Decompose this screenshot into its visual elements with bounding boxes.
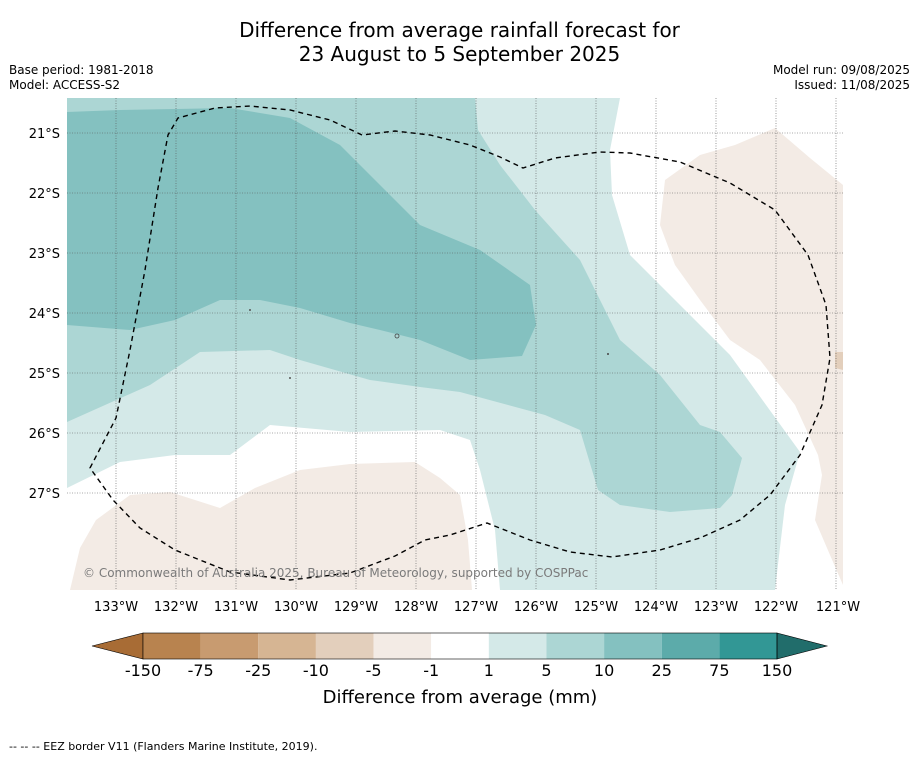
- lon-label: 132°W: [154, 600, 198, 615]
- lat-label: 24°S: [29, 307, 60, 322]
- chart-title: Difference from average rainfall forecas…: [0, 18, 919, 66]
- eez-legend-note: -- -- -- EEZ border V11 (Flanders Marine…: [9, 740, 318, 753]
- colorbar-segment: [200, 633, 259, 659]
- eez-border: [89, 105, 831, 581]
- lat-label: 25°S: [29, 367, 60, 382]
- lon-label: 124°W: [634, 600, 678, 615]
- colorbar-segment: [431, 633, 489, 659]
- colorbar-tick-label: -25: [245, 661, 271, 680]
- lat-label: 21°S: [29, 127, 60, 142]
- colorbar-segment: [143, 633, 201, 659]
- title-line-2: 23 August to 5 September 2025: [298, 42, 621, 66]
- colorbar-tick-label: -75: [188, 661, 214, 680]
- lat-label: 23°S: [29, 247, 60, 262]
- grid: [67, 98, 843, 590]
- lat-label: 26°S: [29, 427, 60, 442]
- issued-date: Issued: 11/08/2025: [794, 78, 910, 92]
- colorbar-extend-high: [776, 632, 829, 660]
- colorbar-tick-label: 1: [484, 661, 494, 680]
- colorbar-segment: [315, 633, 374, 659]
- speck-2: [289, 377, 291, 379]
- speck-4: [607, 353, 609, 355]
- colorbar-tick-label: -150: [125, 661, 161, 680]
- lon-label: 125°W: [574, 600, 618, 615]
- lon-label: 127°W: [454, 600, 498, 615]
- colorbar-title: Difference from average (mm): [323, 687, 598, 708]
- colorbar-tick-label: -5: [366, 661, 382, 680]
- lon-label: 129°W: [334, 600, 378, 615]
- lon-label: 130°W: [274, 600, 318, 615]
- colorbar-tick-label: 5: [541, 661, 551, 680]
- colorbar-segment: [488, 633, 547, 659]
- latitude-axis: 21°S 22°S 23°S 24°S 25°S 26°S 27°S: [29, 127, 60, 502]
- contour-neg-5-1mm-east: [660, 128, 843, 585]
- colorbar-tick-label: -1: [423, 661, 439, 680]
- longitude-axis: 133°W 132°W 131°W 130°W 129°W 128°W 127°…: [94, 600, 860, 615]
- lon-label: 121°W: [816, 600, 860, 615]
- contour-neg-10-5mm-east: [835, 352, 843, 370]
- lon-label: 131°W: [214, 600, 258, 615]
- model-name: Model: ACCESS-S2: [9, 78, 121, 92]
- lon-label: 126°W: [514, 600, 558, 615]
- lon-label: 133°W: [94, 600, 138, 615]
- colorbar-outline: [142, 632, 778, 660]
- copyright-notice: © Commonwealth of Australia 2025, Bureau…: [83, 566, 588, 580]
- colorbar-segment: [546, 633, 605, 659]
- colorbar-tick-label: -10: [303, 661, 329, 680]
- base-period: Base period: 1981-2018: [9, 63, 154, 77]
- speck-3: [394, 333, 400, 339]
- lon-label: 122°W: [754, 600, 798, 615]
- colorbar: -150 -75 -25 -10 -5 -1 1 5 10 25 75 150: [91, 632, 829, 680]
- colorbar-tick-label: 10: [594, 661, 614, 680]
- colorbar-segment: [373, 633, 432, 659]
- meta-right: Model run: 09/08/2025 Issued: 11/08/2025: [773, 63, 910, 93]
- colorbar-segment: [661, 633, 720, 659]
- colorbar-tick-label: 150: [762, 661, 793, 680]
- colorbar-segment: [604, 633, 662, 659]
- map-area: © Commonwealth of Australia 2025, Bureau…: [67, 98, 843, 590]
- meta-left: Base period: 1981-2018 Model: ACCESS-S2: [9, 63, 154, 93]
- contour-neg-5-1mm-southwest: [70, 462, 472, 590]
- lon-label: 128°W: [394, 600, 438, 615]
- lat-label: 22°S: [29, 187, 60, 202]
- colorbar-tick-label: 25: [652, 661, 672, 680]
- lat-label: 27°S: [29, 487, 60, 502]
- contour-10-25mm: [67, 108, 536, 360]
- colorbar-extend-low: [91, 632, 144, 660]
- lon-label: 123°W: [694, 600, 738, 615]
- colorbar-segment: [258, 633, 316, 659]
- colorbar-segment: [719, 633, 777, 659]
- model-run: Model run: 09/08/2025: [772, 63, 910, 77]
- speck-1: [249, 309, 251, 311]
- colorbar-tick-label: 75: [709, 661, 729, 680]
- title-line-1: Difference from average rainfall forecas…: [239, 18, 680, 42]
